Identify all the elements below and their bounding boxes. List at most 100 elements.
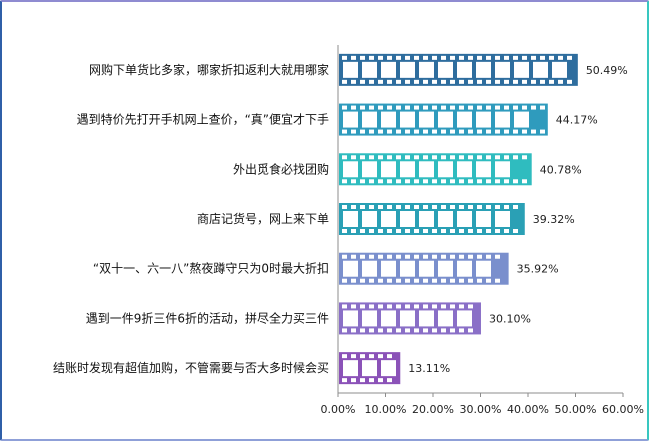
sprocket-hole (387, 105, 392, 110)
film-frame (362, 310, 377, 327)
sprocket-hole (351, 229, 356, 233)
x-tick-label: 60.00% (602, 403, 644, 416)
sprocket-hole (450, 179, 455, 184)
sprocket-hole (387, 254, 392, 259)
sprocket-hole (378, 328, 383, 333)
sprocket-hole (504, 179, 509, 184)
sprocket-hole (504, 105, 509, 110)
sprocket-hole (414, 55, 419, 60)
film-frame (400, 260, 415, 277)
sprocket-hole (423, 105, 428, 110)
value-label: 50.49% (586, 64, 628, 77)
sprocket-hole (405, 105, 410, 110)
film-frame (343, 360, 358, 377)
film-frame (495, 211, 510, 227)
sprocket-hole (360, 254, 365, 259)
sprocket-hole (468, 129, 473, 134)
value-label: 40.78% (540, 163, 582, 176)
sprocket-hole (531, 129, 536, 134)
film-frame (476, 161, 491, 178)
sprocket-hole (423, 205, 428, 209)
sprocket-hole (369, 354, 374, 359)
sprocket-hole (351, 79, 356, 84)
sprocket-hole (369, 179, 374, 184)
sprocket-hole (414, 179, 419, 184)
sprocket-hole (495, 155, 500, 160)
sprocket-hole (342, 378, 347, 383)
sprocket-hole (441, 328, 446, 333)
sprocket-hole (387, 278, 392, 283)
sprocket-hole (369, 254, 374, 259)
sprocket-hole (387, 55, 392, 60)
sprocket-hole (378, 179, 383, 184)
sprocket-hole (369, 304, 374, 309)
value-label: 44.17% (556, 114, 598, 127)
sprocket-hole (477, 278, 482, 283)
film-frame (400, 111, 415, 128)
sprocket-hole (450, 254, 455, 259)
film-frame (438, 111, 453, 128)
film-frame (381, 211, 396, 227)
sprocket-hole (450, 328, 455, 333)
sprocket-hole (540, 129, 545, 134)
sprocket-hole (522, 179, 527, 184)
sprocket-hole (396, 304, 401, 309)
sprocket-hole (468, 105, 473, 110)
x-tick-label: 10.00% (365, 403, 407, 416)
sprocket-hole (405, 79, 410, 84)
sprocket-hole (459, 79, 464, 84)
sprocket-hole (360, 129, 365, 134)
sprocket-hole (369, 129, 374, 134)
sprocket-hole (414, 328, 419, 333)
sprocket-hole (432, 229, 437, 233)
sprocket-hole (387, 378, 392, 383)
sprocket-hole (405, 205, 410, 209)
sprocket-hole (495, 179, 500, 184)
value-label: 30.10% (489, 312, 531, 325)
film-frame (514, 61, 529, 78)
sprocket-hole (513, 155, 518, 160)
sprocket-hole (342, 55, 347, 60)
sprocket-hole (423, 304, 428, 309)
sprocket-hole (342, 129, 347, 134)
sprocket-hole (468, 155, 473, 160)
sprocket-hole (360, 378, 365, 383)
sprocket-hole (423, 328, 428, 333)
sprocket-hole (513, 79, 518, 84)
sprocket-hole (432, 328, 437, 333)
sprocket-hole (450, 205, 455, 209)
sprocket-hole (522, 79, 527, 84)
sprocket-hole (432, 205, 437, 209)
sprocket-hole (441, 105, 446, 110)
film-frame (476, 111, 491, 128)
sprocket-hole (567, 55, 572, 60)
film-frame (343, 61, 358, 78)
film-frame (476, 260, 491, 277)
sprocket-hole (441, 304, 446, 309)
film-frame (362, 61, 377, 78)
sprocket-hole (414, 229, 419, 233)
sprocket-hole (369, 378, 374, 383)
sprocket-hole (378, 55, 383, 60)
sprocket-hole (432, 304, 437, 309)
x-tick-label: 40.00% (507, 403, 549, 416)
sprocket-hole (477, 179, 482, 184)
sprocket-hole (477, 105, 482, 110)
film-frame (552, 61, 567, 78)
sprocket-hole (360, 328, 365, 333)
x-tick-label: 20.00% (412, 403, 454, 416)
sprocket-hole (441, 155, 446, 160)
sprocket-hole (432, 254, 437, 259)
film-frame (400, 61, 415, 78)
sprocket-hole (423, 129, 428, 134)
sprocket-hole (378, 254, 383, 259)
sprocket-hole (549, 55, 554, 60)
category-label: 网购下单货比多家，哪家折扣返利大就用哪家 (89, 62, 329, 77)
sprocket-hole (540, 79, 545, 84)
sprocket-hole (369, 229, 374, 233)
sprocket-hole (342, 354, 347, 359)
sprocket-hole (495, 205, 500, 209)
category-label: “双十一、六一八”熬夜蹲守只为0时最大折扣 (93, 261, 329, 276)
bar-5 (339, 252, 509, 285)
category-label: 遇到一件9折三件6折的活动，拼尽全力买三件 (86, 310, 329, 325)
